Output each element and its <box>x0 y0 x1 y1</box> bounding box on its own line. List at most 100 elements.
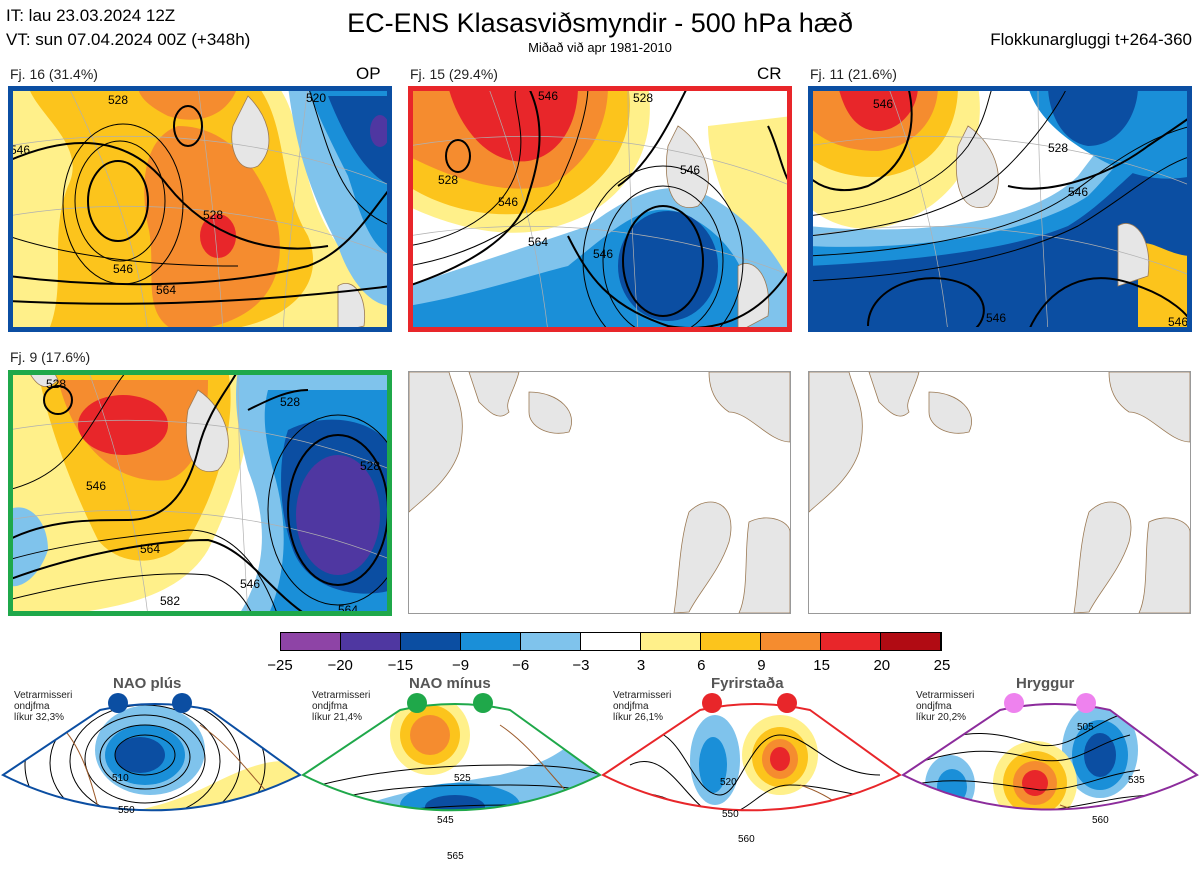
regime-marker-dot <box>473 693 493 713</box>
colorbar-tick-label: 25 <box>933 657 951 674</box>
regime-title-fyrirstada: Fyrirstaða <box>711 675 784 692</box>
header-times: IT: lau 23.03.2024 12Z VT: sun 07.04.202… <box>6 4 250 52</box>
contour-label: 546 <box>498 195 518 209</box>
contour-label: 520 <box>306 91 326 105</box>
colorbar-tick-label: 3 <box>636 657 646 674</box>
panel-2-label: Fj. 15 (29.4%) <box>410 66 498 82</box>
colorbar-tick-label: −25 <box>267 657 293 674</box>
regime-marker-dot <box>702 693 722 713</box>
regime-title-hryggur: Hryggur <box>1016 675 1075 692</box>
contour-label: 582 <box>160 594 180 608</box>
panel-1-label: Fj. 16 (31.4%) <box>10 66 98 82</box>
regime-stat-nao-minus: Vetrarmisseri ondjfma líkur 21,4% <box>312 690 371 723</box>
colorbar-swatch <box>581 633 641 650</box>
regime-marker-dot <box>1004 693 1024 713</box>
cluster-map-1-frame <box>8 86 392 332</box>
regime-contour-label: 565 <box>447 851 464 862</box>
cluster-map-4: 528 528 546 528 564 546 582 564 <box>8 370 392 616</box>
contour-label: 546 <box>538 89 558 103</box>
contour-label: 564 <box>156 283 176 297</box>
regime-contour-label: 560 <box>1092 815 1109 826</box>
colorbar-tick-label: −9 <box>451 657 470 674</box>
colorbar-swatch <box>521 633 581 650</box>
initial-time: IT: lau 23.03.2024 12Z <box>6 6 176 25</box>
regime-contour-label: 535 <box>1128 775 1145 786</box>
contour-label: 546 <box>680 163 700 177</box>
regime-contour-label: 505 <box>1077 722 1094 733</box>
regime-title-nao-minus: NAO mínus <box>409 675 491 692</box>
empty-map-6 <box>808 371 1191 614</box>
colorbar-tick-label: −3 <box>572 657 590 674</box>
regime-contour-label: 525 <box>454 773 471 784</box>
regime-contour-label: 510 <box>112 773 129 784</box>
regime-contour-label: 550 <box>118 805 135 816</box>
page-title: EC-ENS Klasasviðsmyndir - 500 hPa hæð <box>347 8 853 38</box>
colorbar-swatch <box>461 633 521 650</box>
panel-4-label: Fj. 9 (17.6%) <box>10 349 91 365</box>
cluster-map-2-frame <box>408 86 792 332</box>
regime-stat-hryggur: Vetrarmisseri ondjfma líkur 20,2% <box>916 690 975 723</box>
colorbar-tick-label: −15 <box>387 657 414 674</box>
colorbar-swatch <box>401 633 461 650</box>
regime-marker-dot <box>777 693 797 713</box>
contour-label: 528 <box>46 377 66 391</box>
regime-contour-label: 520 <box>720 777 737 788</box>
colorbar-swatch <box>881 633 941 650</box>
cluster-map-3-frame <box>808 86 1192 332</box>
cluster-map-3: 546 528 546 546 546 <box>808 86 1192 332</box>
regime-frame-nao-minus <box>301 703 602 812</box>
colorbar-tick-label: −6 <box>512 657 530 674</box>
page-subtitle: Miðað við apr 1981-2010 <box>528 40 672 55</box>
colorbar-tick-label: 20 <box>873 657 891 674</box>
contour-label: 546 <box>873 97 893 111</box>
colorbar-swatch <box>821 633 881 650</box>
regime-stat-fyrirstada: Vetrarmisseri ondjfma líkur 26,1% <box>613 690 672 723</box>
contour-label: 546 <box>240 577 260 591</box>
regime-contour-label: 545 <box>437 815 454 826</box>
colorbar-tick-label: 9 <box>757 657 766 674</box>
contour-label: 528 <box>438 173 458 187</box>
contour-label: 546 <box>986 311 1006 325</box>
cluster-map-1: 528 528 546 546 564 520 <box>8 86 392 332</box>
regime-title-nao-plus: NAO plús <box>113 675 182 692</box>
contour-label: 528 <box>108 93 128 107</box>
colorbar-swatch <box>761 633 821 650</box>
regime-marker-dot <box>407 693 427 713</box>
regime-contour-label: 560 <box>738 834 755 845</box>
panel-2-tag: CR <box>757 64 782 83</box>
contour-label: 546 <box>1168 315 1188 329</box>
contour-label: 528 <box>360 459 380 473</box>
colorbar-swatch <box>281 633 341 650</box>
contour-label: 528 <box>203 208 223 222</box>
regime-maps: 510 550 525 545 565 <box>1 703 1199 862</box>
cluster-map-4-frame <box>8 370 392 616</box>
contour-label: 546 <box>10 143 30 157</box>
regime-marker-dot <box>108 693 128 713</box>
colorbar-tick-label: 15 <box>813 657 830 674</box>
colorbar-swatch <box>701 633 761 650</box>
contour-label: 528 <box>633 91 653 105</box>
contour-label: 546 <box>593 247 613 261</box>
panel-1-tag: OP <box>356 64 381 83</box>
contour-label: 564 <box>528 235 548 249</box>
colorbar-swatch <box>641 633 701 650</box>
colorbar-swatch <box>341 633 401 650</box>
empty-map-5 <box>408 371 791 614</box>
classification-window: Flokkunargluggi t+264-360 <box>990 30 1192 49</box>
regime-marker-dot <box>1076 693 1096 713</box>
colorbar <box>280 632 942 651</box>
colorbar-tick-label: 6 <box>697 657 706 674</box>
regime-contour-label: 550 <box>722 809 739 820</box>
regime-frame-nao-plus <box>1 703 302 812</box>
contour-label: 546 <box>1068 185 1088 199</box>
contour-label: 528 <box>280 395 300 409</box>
cluster-map-2: 546 528 528 546 564 546 546 <box>408 86 792 332</box>
regime-frame-fyrirstada <box>601 703 902 812</box>
contour-label: 546 <box>86 479 106 493</box>
contour-label: 528 <box>1048 141 1068 155</box>
panel-3-label: Fj. 11 (21.6%) <box>810 66 897 82</box>
contour-label: 546 <box>113 262 133 276</box>
contour-label: 564 <box>140 542 160 556</box>
regime-marker-dot <box>172 693 192 713</box>
colorbar-tick-label: −20 <box>327 657 353 674</box>
